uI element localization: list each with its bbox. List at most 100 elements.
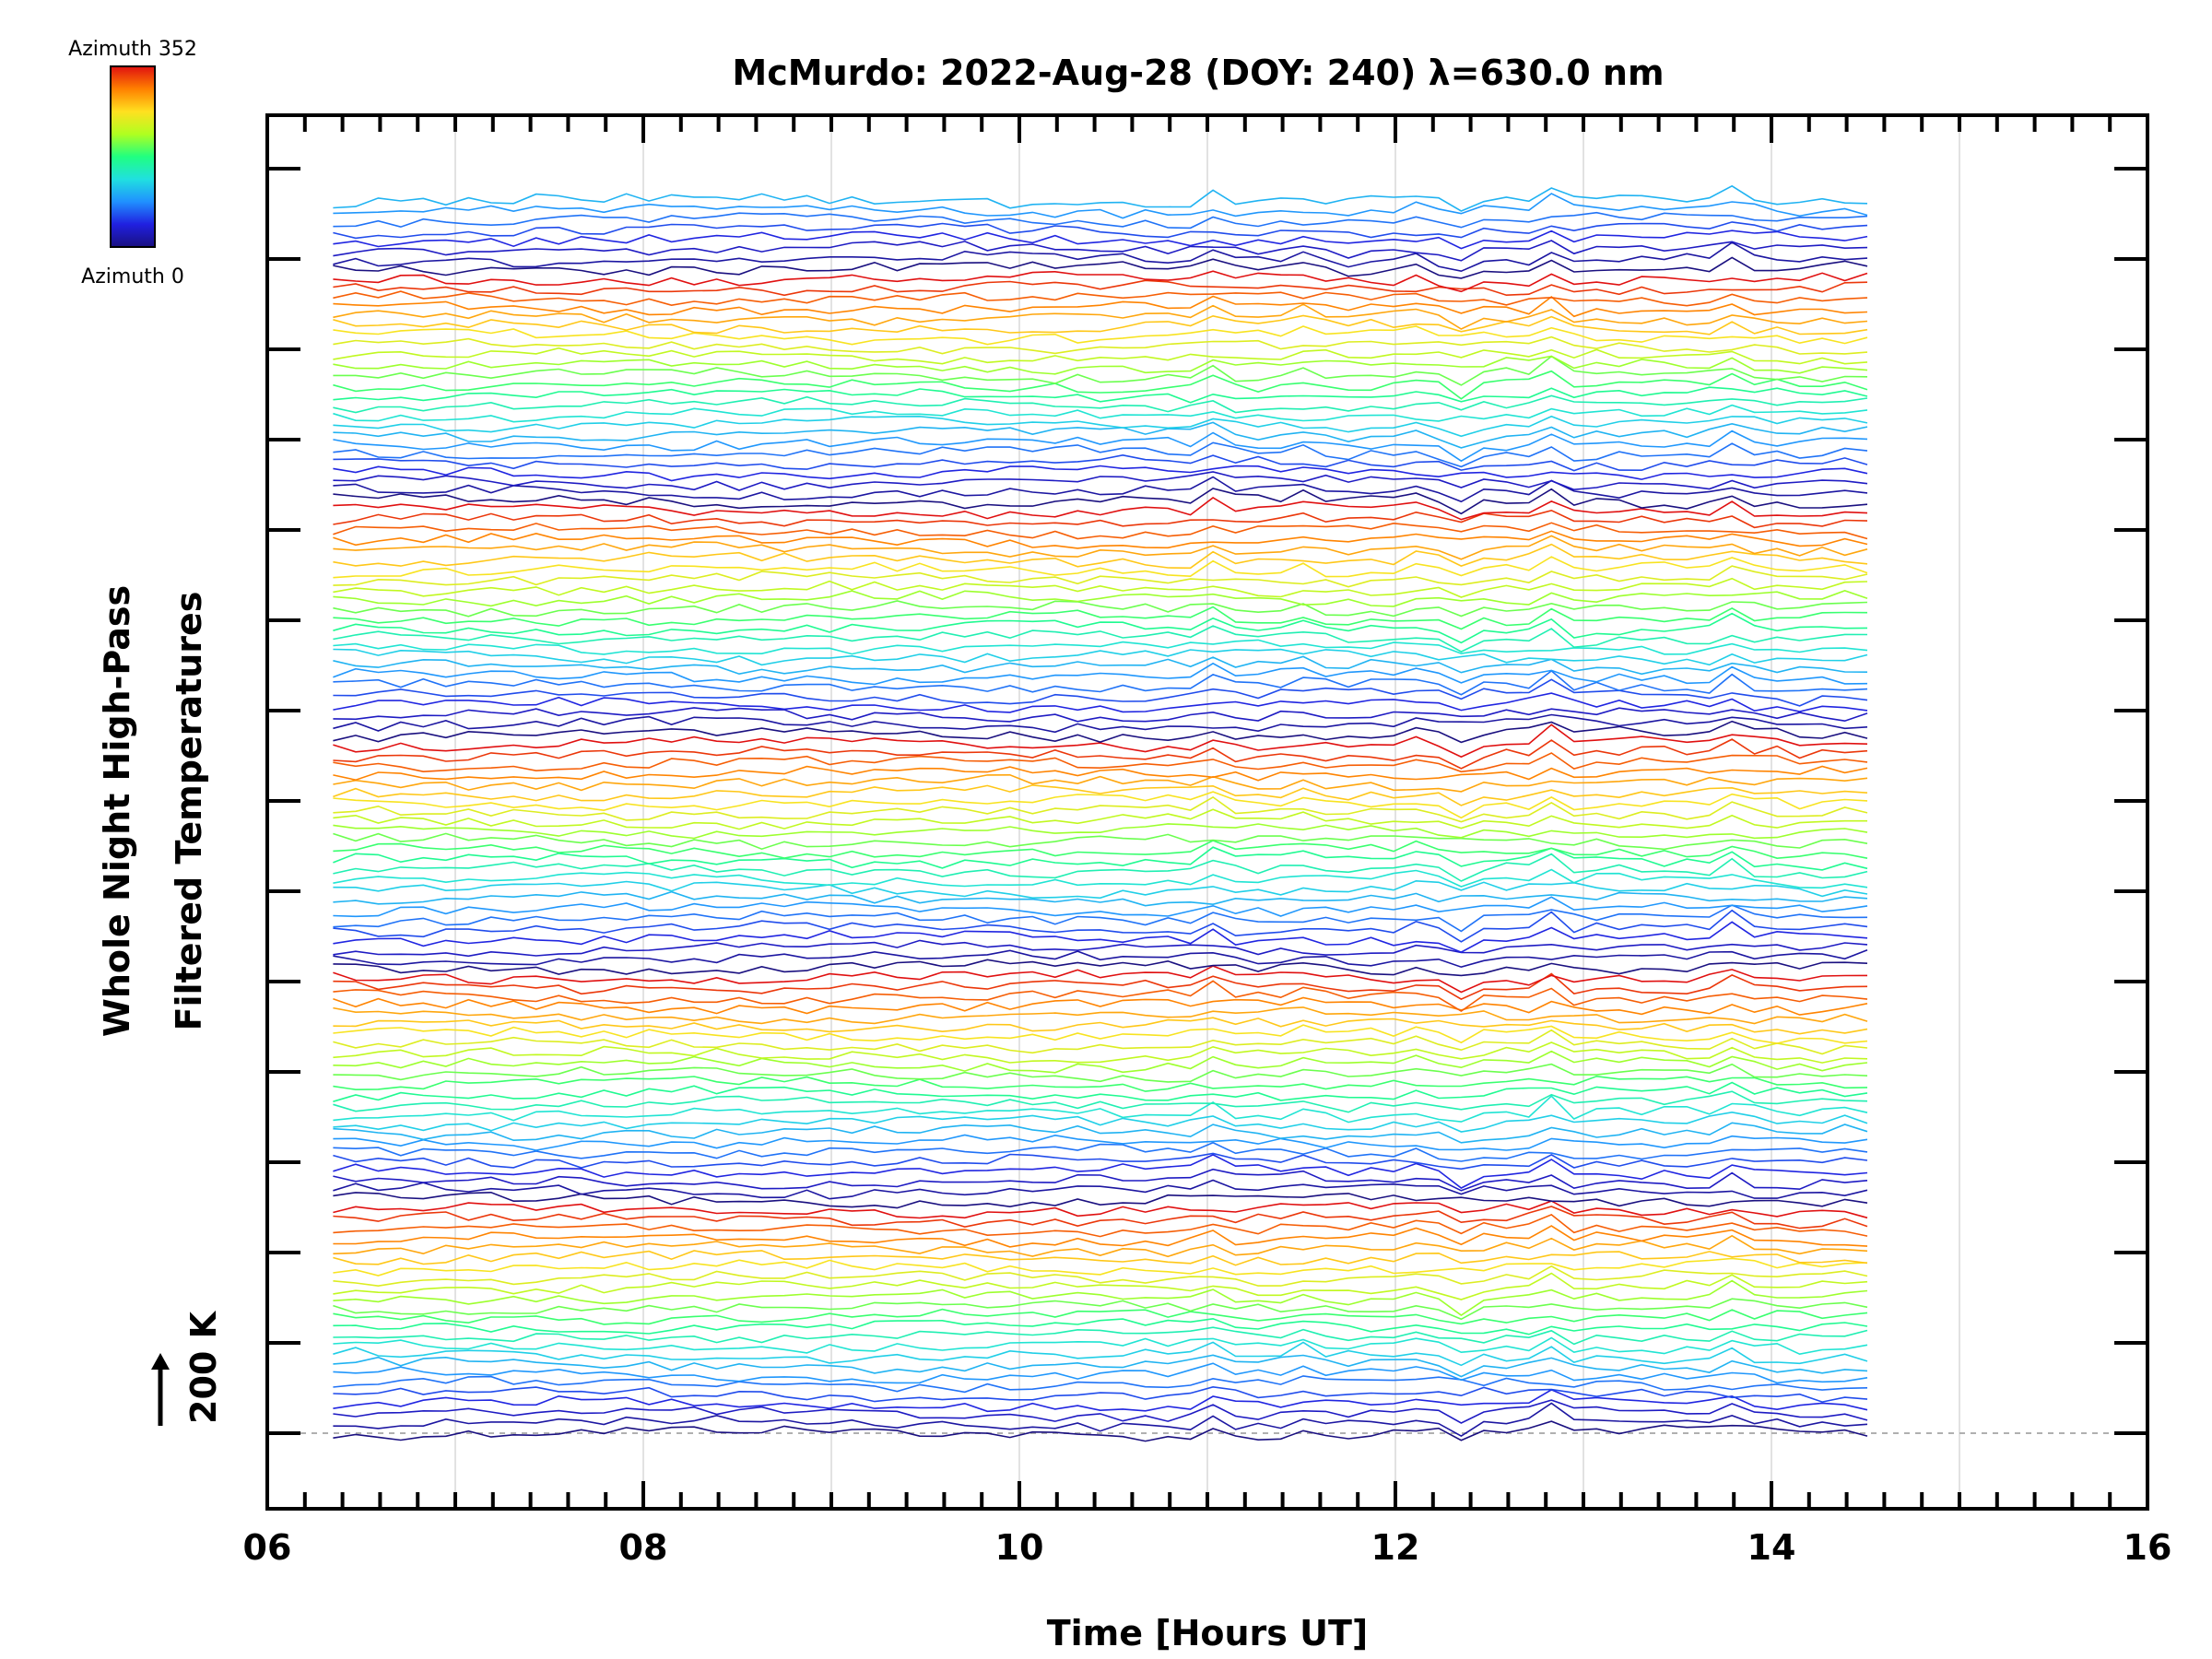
- temperature-trace: [333, 193, 1868, 219]
- temperature-trace: [333, 678, 1868, 707]
- temperature-trace: [333, 1095, 1868, 1124]
- temperature-trace: [333, 752, 1868, 773]
- temperature-trace: [333, 1213, 1868, 1238]
- temperature-trace: [333, 948, 1868, 969]
- traces-group: [333, 184, 1868, 1442]
- temperature-trace: [333, 823, 1868, 840]
- temperature-trace: [333, 1111, 1868, 1133]
- temperature-trace: [333, 1122, 1868, 1144]
- temperature-trace: [333, 270, 1868, 293]
- temperature-trace: [333, 386, 1868, 404]
- temperature-trace: [333, 846, 1868, 871]
- temperature-trace: [333, 1402, 1868, 1438]
- temperature-trace: [333, 1141, 1868, 1162]
- temperature-trace: [333, 404, 1868, 423]
- x-tick-labels: 06 08 10 12 14 16: [243, 1527, 2172, 1568]
- temperature-trace: [333, 1029, 1868, 1055]
- temperature-trace: [333, 724, 1868, 759]
- temperature-trace: [333, 1250, 1868, 1266]
- temperature-trace: [333, 590, 1868, 607]
- temperature-trace: [333, 669, 1868, 696]
- temperature-trace: [333, 256, 1868, 279]
- temperature-trace: [333, 290, 1868, 307]
- temperature-trace: [333, 1317, 1868, 1335]
- temperature-trace: [333, 530, 1868, 549]
- temperature-trace: [333, 1024, 1868, 1044]
- temperature-trace: [333, 1265, 1868, 1288]
- temperature-trace: [333, 522, 1868, 540]
- temperature-trace: [333, 904, 1868, 933]
- temperature-trace: [333, 476, 1868, 503]
- scale-arrow-head: [151, 1353, 170, 1370]
- temperature-trace: [333, 965, 1868, 994]
- temperature-trace: [333, 612, 1868, 644]
- temperature-trace: [333, 639, 1868, 655]
- x-tick-label: 10: [995, 1527, 1044, 1568]
- temperature-trace: [333, 959, 1868, 977]
- temperature-trace: [333, 1075, 1868, 1092]
- colorbar: Azimuth 352 Azimuth 0: [68, 38, 197, 288]
- temperature-trace: [333, 1385, 1868, 1403]
- temperature-trace: [333, 1081, 1868, 1102]
- temperature-trace: [333, 1389, 1868, 1413]
- scale-label: 200 K: [183, 1310, 224, 1424]
- temperature-trace: [333, 1326, 1868, 1346]
- temperature-trace: [333, 662, 1868, 686]
- temperature-trace: [333, 853, 1868, 882]
- temperature-trace: [333, 692, 1868, 713]
- temperature-trace: [333, 370, 1868, 400]
- temperature-trace: [333, 808, 1867, 830]
- temperature-trace: [333, 241, 1868, 273]
- temperature-trace: [333, 1152, 1868, 1171]
- temperature-trace: [333, 509, 1868, 529]
- temperature-trace: [333, 1279, 1868, 1316]
- y-axis-label-line2: Filtered Temperatures: [169, 592, 209, 1031]
- chart-title: McMurdo: 2022-Aug-28 (DOY: 240) λ=630.0 …: [732, 53, 1664, 93]
- x-tick-label: 12: [1371, 1527, 1420, 1568]
- temperature-trace: [333, 429, 1868, 463]
- x-tick-label: 14: [1747, 1527, 1796, 1568]
- temperature-trace: [333, 896, 1868, 918]
- temperature-trace: [333, 535, 1868, 560]
- temperature-trace: [333, 909, 1868, 943]
- temperature-trace: [333, 1063, 1868, 1083]
- temperature-trace: [333, 565, 1868, 588]
- temperature-trace: [333, 347, 1868, 365]
- temperature-trace: [333, 355, 1868, 375]
- temperature-trace: [333, 488, 1868, 515]
- temperature-trace: [333, 1206, 1868, 1230]
- temperature-trace: [333, 1050, 1868, 1074]
- scale-indicator: 200 K: [151, 1310, 224, 1426]
- temperature-trace: [333, 303, 1868, 330]
- temperature-trace: [333, 1134, 1868, 1151]
- temperature-trace: [333, 441, 1868, 468]
- y-axis-label-line1: Whole Night High-Pass: [97, 585, 137, 1037]
- colorbar-bottom-label: Azimuth 0: [81, 265, 184, 288]
- temperature-trace: [333, 1420, 1868, 1442]
- colorbar-top-label: Azimuth 352: [68, 38, 197, 61]
- temperature-trace: [333, 1362, 1868, 1384]
- temperature-trace: [333, 229, 1868, 250]
- temperature-trace: [333, 1225, 1868, 1248]
- temperature-trace: [333, 211, 1868, 229]
- temperature-trace: [333, 1234, 1868, 1258]
- temperature-trace: [333, 465, 1868, 482]
- temperature-trace: [333, 784, 1868, 806]
- temperature-trace: [333, 832, 1868, 851]
- temperature-trace: [333, 890, 1868, 907]
- temperature-trace: [333, 355, 1868, 386]
- temperature-trace: [333, 1179, 1868, 1200]
- temperature-trace: [333, 1200, 1868, 1219]
- temperature-trace: [333, 1336, 1868, 1356]
- temperature-trace: [333, 1090, 1868, 1113]
- temperature-trace: [333, 295, 1868, 318]
- temperature-trace: [333, 556, 1868, 579]
- temperature-trace: [333, 765, 1868, 782]
- temperature-trace: [333, 325, 1868, 346]
- temperature-trace: [333, 791, 1868, 819]
- temperature-trace: [333, 707, 1868, 723]
- temperature-trace: [333, 1154, 1868, 1189]
- temperature-trace: [333, 879, 1868, 900]
